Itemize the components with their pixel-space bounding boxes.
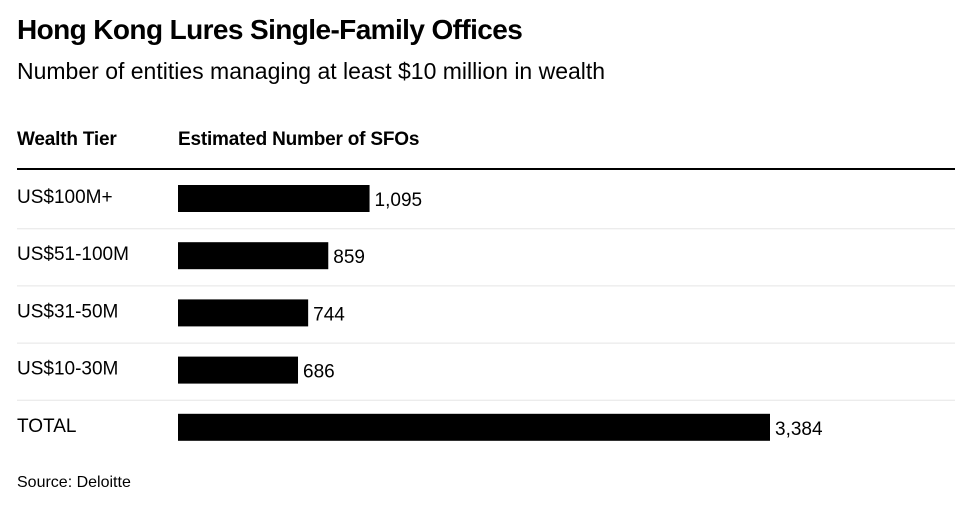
source-note: Source: Deloitte [17, 474, 131, 491]
value-label: 859 [333, 247, 365, 268]
bar [178, 242, 329, 270]
category-label: TOTAL [17, 416, 76, 437]
chart-title: Hong Kong Lures Single-Family Offices [17, 14, 522, 45]
category-label: US$10-30M [17, 359, 118, 380]
category-label: US$100M+ [17, 187, 113, 208]
bar [178, 413, 770, 441]
column-header-category: Wealth Tier [17, 129, 117, 150]
value-label: 744 [313, 304, 345, 325]
bar [178, 299, 309, 327]
chart-subtitle: Number of entities managing at least $10… [17, 58, 605, 84]
bar [178, 356, 299, 384]
value-label: 1,095 [375, 190, 423, 211]
chart-rows: US$100M+ 1,095 US$51-100M 859 US$31-50M 744 US… [17, 185, 955, 441]
value-label: 686 [303, 362, 335, 383]
category-label: US$31-50M [17, 301, 118, 322]
value-label: 3,384 [775, 419, 823, 440]
column-header-value: Estimated Number of SFOs [178, 129, 419, 150]
bar [178, 185, 370, 212]
category-label: US$51-100M [17, 244, 129, 265]
